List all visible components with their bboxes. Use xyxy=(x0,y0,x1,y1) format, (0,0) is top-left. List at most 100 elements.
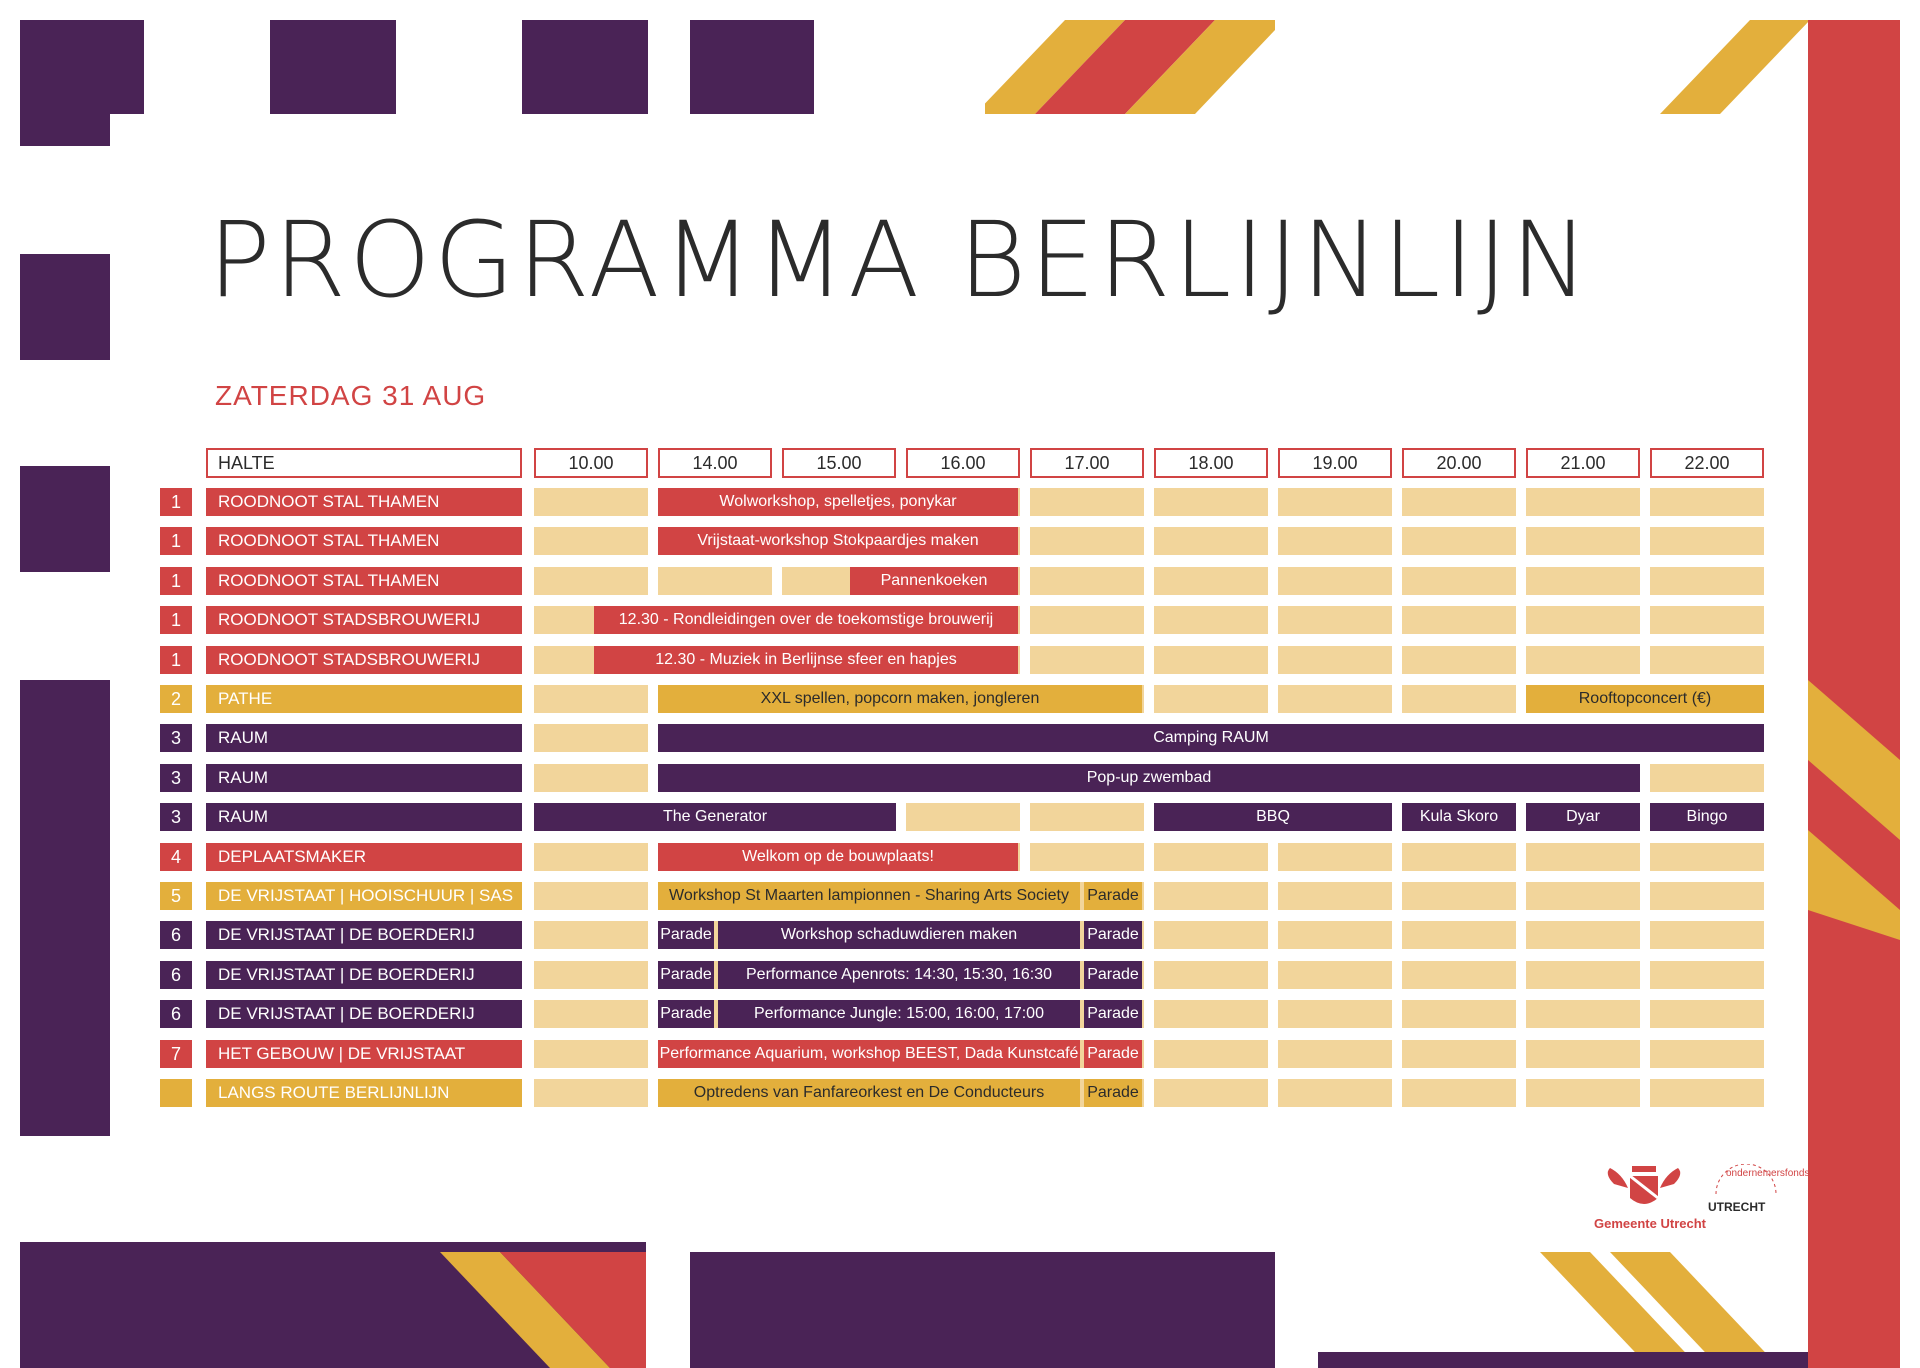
time-slot-empty xyxy=(534,685,648,713)
event-block: Parade xyxy=(1084,921,1142,949)
halte-number-badge: 1 xyxy=(160,646,192,674)
time-slot-empty xyxy=(1402,685,1516,713)
time-slot-empty xyxy=(1030,527,1144,555)
page-subtitle: ZATERDAG 31 AUG xyxy=(215,380,487,411)
event-block: Rooftopconcert (€) xyxy=(1526,685,1764,713)
time-slot-empty xyxy=(1650,843,1764,871)
event-block: Vrijstaat-workshop Stokpaardjes maken xyxy=(658,527,1018,555)
location-label: RAUM xyxy=(206,803,522,831)
time-slot-empty xyxy=(534,527,648,555)
event-block: Performance Apenrots: 14:30, 15:30, 16:3… xyxy=(718,961,1080,989)
location-label: ROODNOOT STAL THAMEN xyxy=(206,488,522,516)
event-block: Parade xyxy=(1084,882,1142,910)
event-block: Performance Aquarium, workshop BEEST, Da… xyxy=(658,1040,1080,1068)
time-slot-empty xyxy=(1278,685,1392,713)
time-slot-empty xyxy=(1526,1000,1640,1028)
time-slot-empty xyxy=(1154,567,1268,595)
event-block: Workshop St Maarten lampionnen - Sharing… xyxy=(658,882,1080,910)
decor-stripes xyxy=(440,1252,646,1368)
event-block: Optredens van Fanfareorkest en De Conduc… xyxy=(658,1079,1080,1107)
event-block: XXL spellen, popcorn maken, jongleren xyxy=(658,685,1142,713)
time-slot-empty xyxy=(1402,961,1516,989)
header-time: 14.00 xyxy=(658,448,772,478)
time-slot-empty xyxy=(1402,882,1516,910)
time-slot-empty xyxy=(1278,843,1392,871)
time-slot-empty xyxy=(534,764,648,792)
halte-number-badge: 2 xyxy=(160,685,192,713)
gemeente-utrecht-label: Gemeente Utrecht xyxy=(1594,1216,1706,1231)
decor-block xyxy=(690,20,814,114)
decor-stripes xyxy=(1808,680,1900,940)
time-slot-empty xyxy=(1402,843,1516,871)
halte-number-badge: 6 xyxy=(160,1000,192,1028)
time-slot-empty xyxy=(1278,646,1392,674)
location-label: RAUM xyxy=(206,764,522,792)
time-slot-empty xyxy=(1526,921,1640,949)
time-slot-empty xyxy=(1650,1040,1764,1068)
time-slot-empty xyxy=(1154,1000,1268,1028)
halte-number-badge: 6 xyxy=(160,921,192,949)
time-slot-empty xyxy=(1278,1079,1392,1107)
coat-of-arms-icon xyxy=(1607,1166,1681,1204)
event-block: Welkom op de bouwplaats! xyxy=(658,843,1018,871)
time-slot-empty xyxy=(1154,527,1268,555)
header-time: 20.00 xyxy=(1402,448,1516,478)
page-title: PROGRAMMA BERLIJNLIJN xyxy=(208,199,1592,321)
halte-number-badge: 7 xyxy=(160,1040,192,1068)
event-block: Dyar xyxy=(1526,803,1640,831)
time-slot-empty xyxy=(1030,843,1144,871)
time-slot-empty xyxy=(1154,961,1268,989)
event-block: Parade xyxy=(1084,961,1142,989)
time-slot-empty xyxy=(1030,646,1144,674)
header-time: 15.00 xyxy=(782,448,896,478)
time-slot-empty xyxy=(534,1000,648,1028)
decor-block xyxy=(1318,1352,1808,1368)
event-block: Wolworkshop, spelletjes, ponykar xyxy=(658,488,1018,516)
time-slot-empty xyxy=(1650,488,1764,516)
time-slot-empty xyxy=(1278,1000,1392,1028)
ondernemersfonds-label: ondernemersfonds xyxy=(1726,1168,1810,1179)
event-block: The Generator xyxy=(534,803,896,831)
halte-number-badge: 1 xyxy=(160,527,192,555)
time-slot-empty xyxy=(1030,606,1144,634)
header-time: 19.00 xyxy=(1278,448,1392,478)
halte-number-badge: 4 xyxy=(160,843,192,871)
time-slot-empty xyxy=(1650,764,1764,792)
gemeente-utrecht-logo: Gemeente Utrecht xyxy=(1594,1164,1706,1234)
event-block: Camping RAUM xyxy=(658,724,1764,752)
time-slot-empty xyxy=(1402,606,1516,634)
time-slot-empty xyxy=(1526,1079,1640,1107)
time-slot-empty xyxy=(1154,843,1268,871)
time-slot-empty xyxy=(1278,527,1392,555)
time-slot-empty xyxy=(1526,567,1640,595)
time-slot-empty xyxy=(1030,803,1144,831)
decor-block xyxy=(270,20,396,114)
time-slot-empty xyxy=(1526,606,1640,634)
event-block: Pannenkoeken xyxy=(850,567,1018,595)
time-slot-empty xyxy=(1650,1079,1764,1107)
time-slot-empty xyxy=(1154,1040,1268,1068)
time-slot-empty xyxy=(1650,961,1764,989)
location-label: ROODNOOT STADSBROUWERIJ xyxy=(206,646,522,674)
time-slot-empty xyxy=(534,961,648,989)
decor-stripes xyxy=(1660,20,1810,114)
halte-number-badge: 5 xyxy=(160,882,192,910)
event-block: Workshop schaduwdieren maken xyxy=(718,921,1080,949)
time-slot-empty xyxy=(1526,646,1640,674)
location-label: DE VRIJSTAAT | HOOISCHUUR | SAS xyxy=(206,882,522,910)
time-slot-empty xyxy=(906,803,1020,831)
header-time: 16.00 xyxy=(906,448,1020,478)
time-slot-empty xyxy=(1526,882,1640,910)
header-time: 21.00 xyxy=(1526,448,1640,478)
event-block: Parade xyxy=(658,921,714,949)
halte-number-badge: 3 xyxy=(160,803,192,831)
halte-number-badge xyxy=(160,1079,192,1107)
event-block: Parade xyxy=(1084,1000,1142,1028)
time-slot-empty xyxy=(1650,882,1764,910)
time-slot-empty xyxy=(534,843,648,871)
event-block: 12.30 - Rondleidingen over de toekomstig… xyxy=(594,606,1018,634)
halte-number-badge: 1 xyxy=(160,488,192,516)
time-slot-empty xyxy=(1526,961,1640,989)
time-slot-empty xyxy=(534,882,648,910)
ondernemersfonds-logo: ondernemersfonds UTRECHT xyxy=(1704,1164,1809,1234)
